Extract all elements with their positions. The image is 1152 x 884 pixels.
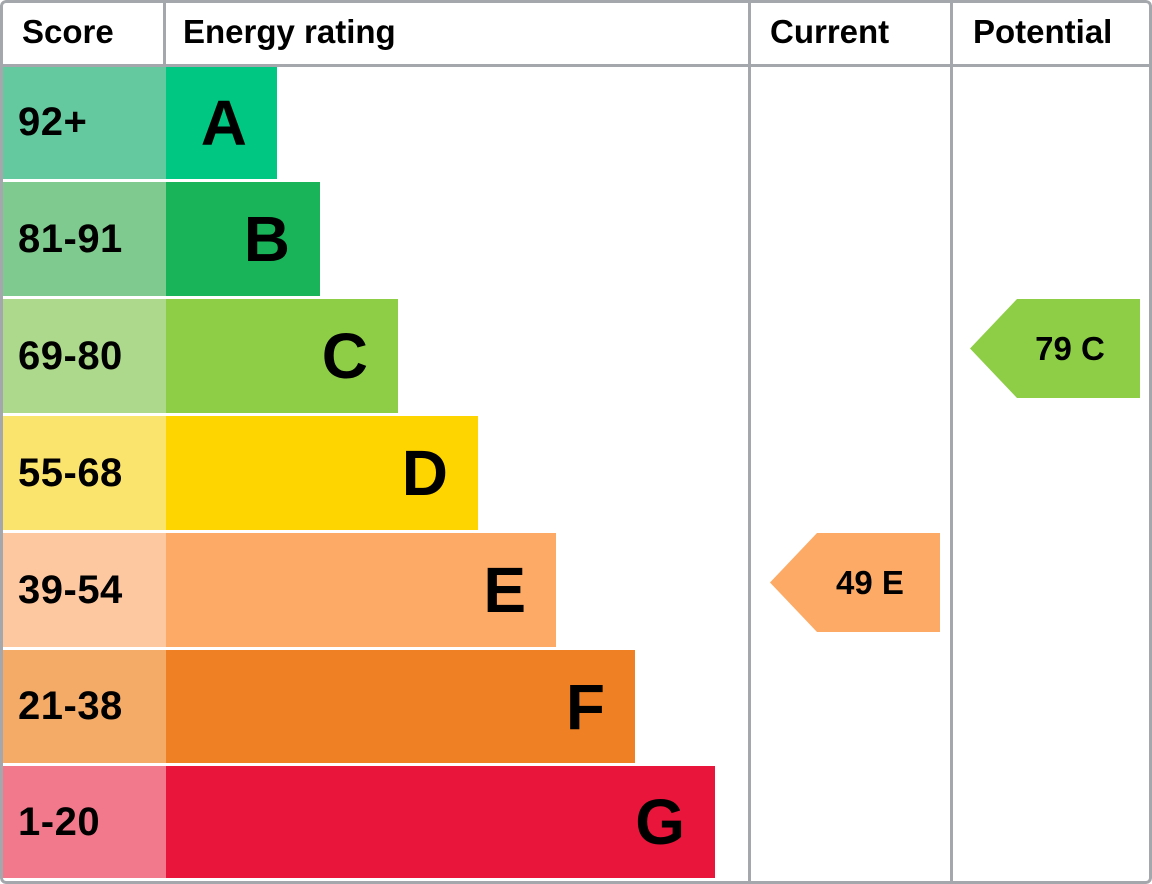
band-letter: F xyxy=(565,670,605,743)
current-rating-value: 49 E xyxy=(836,563,904,601)
score-cell: 81-91 xyxy=(0,182,166,296)
score-cell: 39-54 xyxy=(0,533,166,647)
band-letter: D xyxy=(401,437,448,509)
left-pointing-arrow-icon xyxy=(770,533,940,632)
band-letter: G xyxy=(635,786,685,858)
score-cell: 69-80 xyxy=(0,299,166,413)
band-letter: C xyxy=(321,320,368,392)
current-rating-arrow: 49 E xyxy=(770,533,940,632)
band-row-f: 21-38 F xyxy=(0,650,748,763)
band-letter: A xyxy=(200,86,247,159)
band-row-a: 92+ A xyxy=(0,66,748,179)
score-cell: 55-68 xyxy=(0,416,166,530)
band-bar: A xyxy=(166,66,277,179)
score-cell: 21-38 xyxy=(0,650,166,763)
band-row-c: 69-80 C xyxy=(0,299,748,413)
band-bar: B xyxy=(166,182,320,296)
column-header-score: Score xyxy=(22,13,114,50)
left-pointing-arrow-icon xyxy=(970,299,1140,398)
band-row-g: 1-20 G xyxy=(0,766,748,878)
score-cell: 1-20 xyxy=(0,766,166,878)
band-bar: F xyxy=(166,650,635,763)
column-header-potential: Potential xyxy=(973,13,1113,50)
band-row-e: 39-54 E xyxy=(0,533,748,647)
band-bar: G xyxy=(166,766,715,878)
band-row-d: 55-68 D xyxy=(0,416,748,530)
band-letter: B xyxy=(243,203,290,275)
potential-rating-arrow: 79 C xyxy=(970,299,1140,398)
column-header-energy-rating: Energy rating xyxy=(183,13,396,50)
band-bar: E xyxy=(166,533,556,647)
column-header-current: Current xyxy=(770,13,890,50)
band-letter: E xyxy=(483,554,526,626)
band-bar: C xyxy=(166,299,398,413)
potential-column-divider xyxy=(950,0,953,884)
score-cell: 92+ xyxy=(0,66,166,179)
header-divider xyxy=(0,64,1152,67)
band-bar: D xyxy=(166,416,478,530)
current-column-divider xyxy=(748,0,751,884)
band-row-b: 81-91 B xyxy=(0,182,748,296)
score-column-divider xyxy=(163,0,166,67)
potential-rating-value: 79 C xyxy=(1035,329,1105,367)
